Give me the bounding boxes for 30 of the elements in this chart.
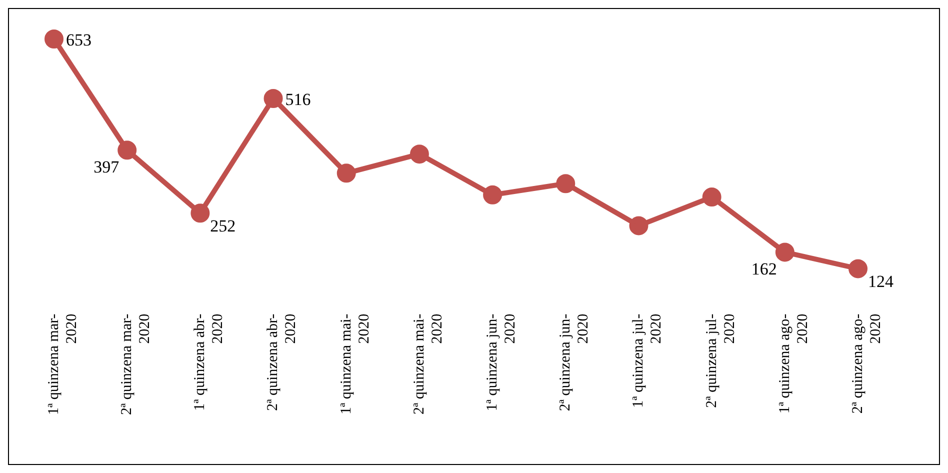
x-tick-label: 2ª quinzena mai-2020: [411, 314, 446, 414]
point: [629, 216, 648, 236]
point: [118, 140, 137, 160]
point: [336, 164, 356, 183]
data-label: 397: [94, 158, 120, 177]
point: [44, 30, 64, 48]
x-tick-label: 2ª quinzena abr-2020: [265, 314, 300, 411]
data-label: 653: [66, 30, 92, 50]
data-label: 162: [751, 260, 777, 279]
x-tick-label: 1ª quinzena mar-2020: [46, 314, 80, 416]
data-label: 252: [210, 216, 236, 236]
point: [483, 185, 502, 204]
data-label: 516: [285, 90, 311, 109]
x-tick-label: 1ª quinzena mai-2020: [338, 314, 372, 414]
point: [556, 174, 576, 194]
x-tick-label: 2ª quinzena jul-2020: [704, 314, 738, 408]
point: [775, 242, 794, 262]
point: [702, 188, 722, 207]
x-tick-label: 1ª quinzena jul-2020: [630, 314, 665, 408]
x-tick-label: 1ª quinzena ago-2020: [776, 314, 811, 414]
point: [848, 259, 868, 278]
x-tick-label: 2ª quinzena mar-2020: [119, 314, 154, 416]
data-label: 124: [868, 272, 894, 292]
x-tick-label: 1ª quinzena jun-2020: [484, 314, 518, 412]
x-tick-label: 1ª quinzena abr-2020: [192, 314, 226, 411]
point: [190, 204, 210, 223]
x-tick-label: 2ª quinzena ago-2020: [850, 314, 884, 414]
point: [410, 144, 429, 164]
point: [264, 88, 283, 108]
x-tick-label: 2ª quinzena jun-2020: [558, 314, 592, 412]
